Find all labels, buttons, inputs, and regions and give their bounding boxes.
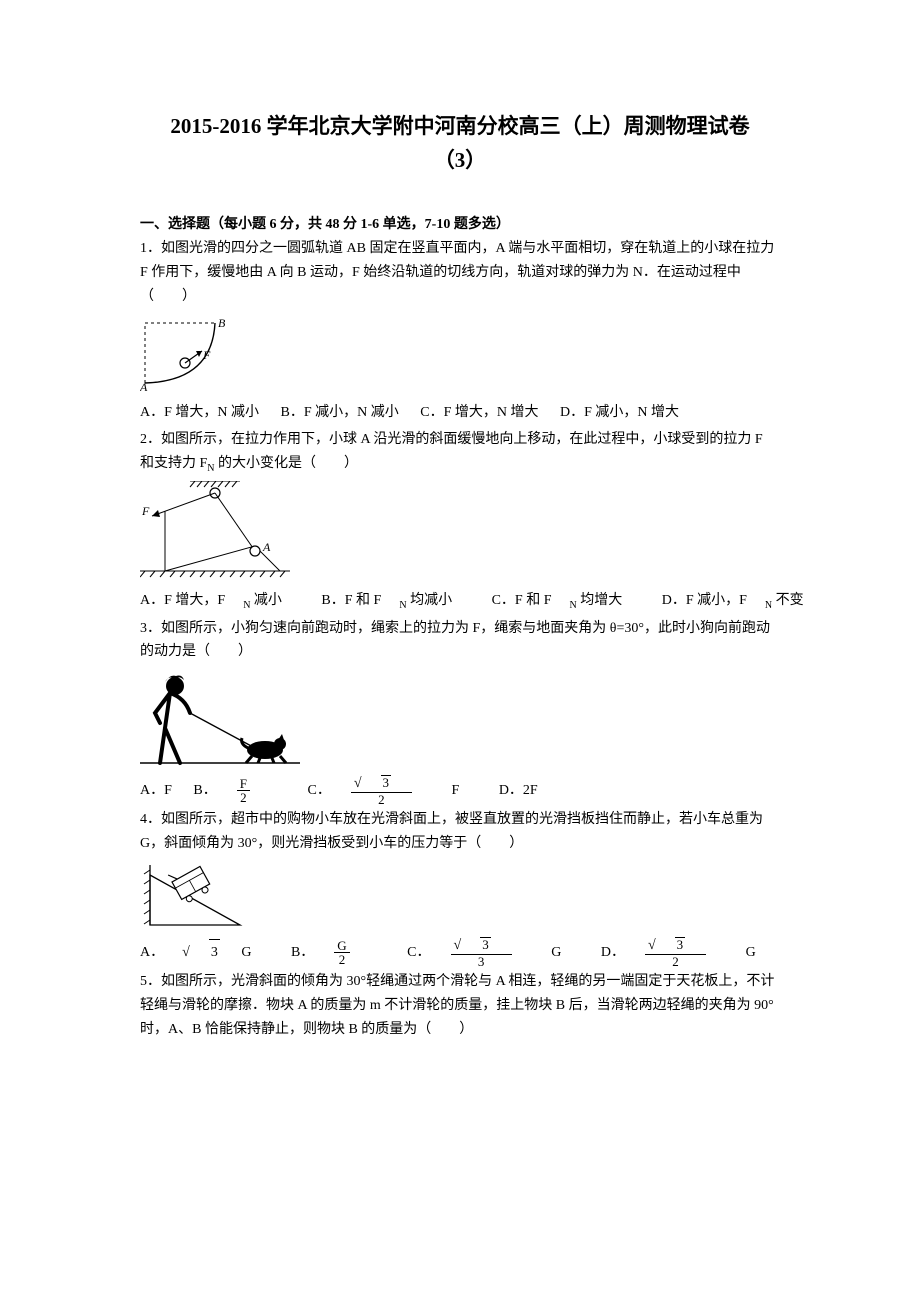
title-line-2: （3） <box>434 148 487 172</box>
q3-opt-C: C．√32 F <box>307 783 477 798</box>
fig1-label-A: A <box>140 380 148 393</box>
question-3-text: 3．如图所示，小狗匀速向前跑动时，绳索上的拉力为 F，绳索与地面夹角为 θ=30… <box>140 617 780 665</box>
fig2-label-F: F <box>141 504 150 518</box>
q3-opt-D: D．2F <box>499 783 538 798</box>
exam-title: 2015-2016 学年北京大学附中河南分校高三（上）周测物理试卷 （3） <box>140 110 780 177</box>
question-5-text: 5．如图所示，光滑斜面的倾角为 30°轻绳通过两个滑轮与 A 相连，轻绳的另一端… <box>140 970 780 1041</box>
question-3-figure <box>140 668 780 773</box>
question-4-text: 4．如图所示，超市中的购物小车放在光滑斜面上，被竖直放置的光滑挡板挡住而静止，若… <box>140 808 780 856</box>
fig1-label-B: B <box>218 316 226 330</box>
section-heading: 一、选择题（每小题 6 分，共 48 分 1-6 单选，7-10 题多选） <box>140 213 780 233</box>
q2-opt-B: B．F 和 FN 均减小 <box>321 593 470 608</box>
q4-opt-A: A．√3 G <box>140 945 269 960</box>
q2-opt-C: C．F 和 FN 均增大 <box>492 593 641 608</box>
question-1-figure: A B F <box>140 313 780 398</box>
q3-opt-B: B．F2 <box>193 783 286 798</box>
fig1-label-F: F <box>202 348 211 362</box>
q1-opt-B: B．F 减小，N 减小 <box>281 405 399 420</box>
q4-opt-C: C．√33 G <box>407 945 579 960</box>
q1-opt-A: A．F 增大，N 减小 <box>140 405 259 420</box>
question-2-text: 2．如图所示，在拉力作用下，小球 A 沿光滑的斜面缓慢地向上移动，在此过程中，小… <box>140 428 780 477</box>
q1-opt-D: D．F 减小，N 增大 <box>560 405 679 420</box>
q4-opt-B: B．G2 <box>291 945 386 960</box>
question-3-options: A．F B．F2 C．√32 F D．2F <box>140 775 780 806</box>
question-2-figure: F A <box>140 481 780 586</box>
q2-opt-A: A．F 增大，FN 减小 <box>140 593 300 608</box>
fig2-label-A: A <box>262 540 271 554</box>
title-line-1: 2015-2016 学年北京大学附中河南分校高三（上）周测物理试卷 <box>170 114 749 138</box>
question-2-options: A．F 增大，FN 减小 B．F 和 FN 均减小 C．F 和 FN 均增大 D… <box>140 588 780 615</box>
q4-opt-D: D．√32 G <box>601 945 774 960</box>
question-1-options: A．F 增大，N 减小 B．F 减小，N 减小 C．F 增大，N 增大 D．F … <box>140 400 780 427</box>
question-4-figure <box>140 860 780 935</box>
q2-opt-D: D．F 减小，FN 不变 <box>662 593 822 608</box>
q1-opt-C: C．F 增大，N 增大 <box>420 405 538 420</box>
question-4-options: A．√3 G B．G2 C．√33 G D．√32 G <box>140 937 780 968</box>
question-1-text: 1．如图光滑的四分之一圆弧轨道 AB 固定在竖直平面内，A 端与水平面相切，穿在… <box>140 237 780 308</box>
q3-opt-A: A．F <box>140 783 172 798</box>
